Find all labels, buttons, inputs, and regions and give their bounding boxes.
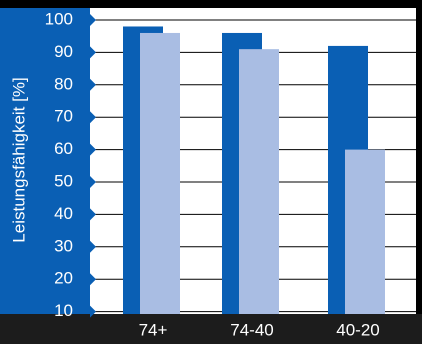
x-category-label: 74+ xyxy=(139,320,168,339)
x-category-label: 40-20 xyxy=(336,320,379,339)
y-tick-label: 100 xyxy=(45,9,73,28)
bar-light xyxy=(239,49,279,314)
y-tick-label: 50 xyxy=(54,171,73,190)
bar-light xyxy=(140,32,180,315)
y-tick-label: 80 xyxy=(54,74,73,93)
bar-light xyxy=(345,149,385,314)
tick-notch xyxy=(90,111,96,124)
tick-notch xyxy=(90,240,96,253)
tick-notch xyxy=(90,143,96,156)
y-tick-label: 60 xyxy=(54,139,73,158)
tick-notch xyxy=(90,176,96,188)
y-axis-panel xyxy=(0,8,90,314)
y-tick-label: 70 xyxy=(54,107,73,126)
tick-notch xyxy=(90,14,96,26)
x-category-label: 74-40 xyxy=(230,320,273,339)
y-tick-label: 30 xyxy=(54,236,73,255)
y-axis-label: Leistungsfähigkeit [%] xyxy=(9,77,28,242)
tick-notch xyxy=(90,273,96,286)
tick-notch xyxy=(90,208,96,221)
tick-notch xyxy=(90,305,96,318)
x-category-labels: 74+ 74-40 40-20 xyxy=(139,320,380,339)
tick-notch xyxy=(90,46,96,59)
x-axis-band xyxy=(0,314,422,344)
y-tick-label: 20 xyxy=(54,269,73,288)
y-tick-label: 90 xyxy=(54,42,73,61)
y-tick-label: 40 xyxy=(54,204,73,223)
y-tick-label: 10 xyxy=(54,301,73,320)
tick-notch xyxy=(90,78,96,91)
bars xyxy=(123,26,385,315)
y-tick-labels: 10 20 30 40 50 60 70 80 90 100 xyxy=(45,9,73,320)
